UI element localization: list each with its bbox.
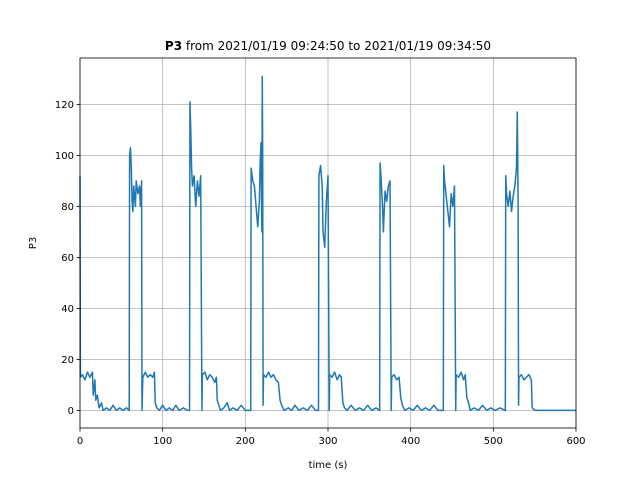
y-tick-label: 0 [68, 406, 74, 417]
chart-title: P3 from 2021/01/19 09:24:50 to 2021/01/1… [165, 39, 491, 53]
y-tick-label: 120 [55, 100, 74, 111]
x-tick-label: 400 [401, 436, 420, 447]
title-bold: P3 [165, 39, 182, 53]
x-tick-label: 600 [566, 436, 585, 447]
x-tick-label: 100 [153, 436, 172, 447]
x-axis-label: time (s) [309, 460, 348, 471]
y-tick-label: 100 [55, 151, 74, 162]
x-tick-label: 300 [318, 436, 337, 447]
x-tick-label: 0 [77, 436, 83, 447]
title-text: from 2021/01/19 09:24:50 to 2021/01/19 0… [186, 39, 491, 53]
y-tick-label: 40 [61, 304, 74, 315]
x-tick-label: 500 [484, 436, 503, 447]
data-line [79, 75, 576, 412]
plot-frame [79, 57, 577, 429]
y-axis-label: P3 [28, 237, 39, 249]
x-tick-label: 200 [236, 436, 255, 447]
y-tick-label: 80 [61, 202, 74, 213]
y-tick-label: 60 [61, 253, 74, 264]
y-tick-label: 20 [61, 355, 74, 366]
